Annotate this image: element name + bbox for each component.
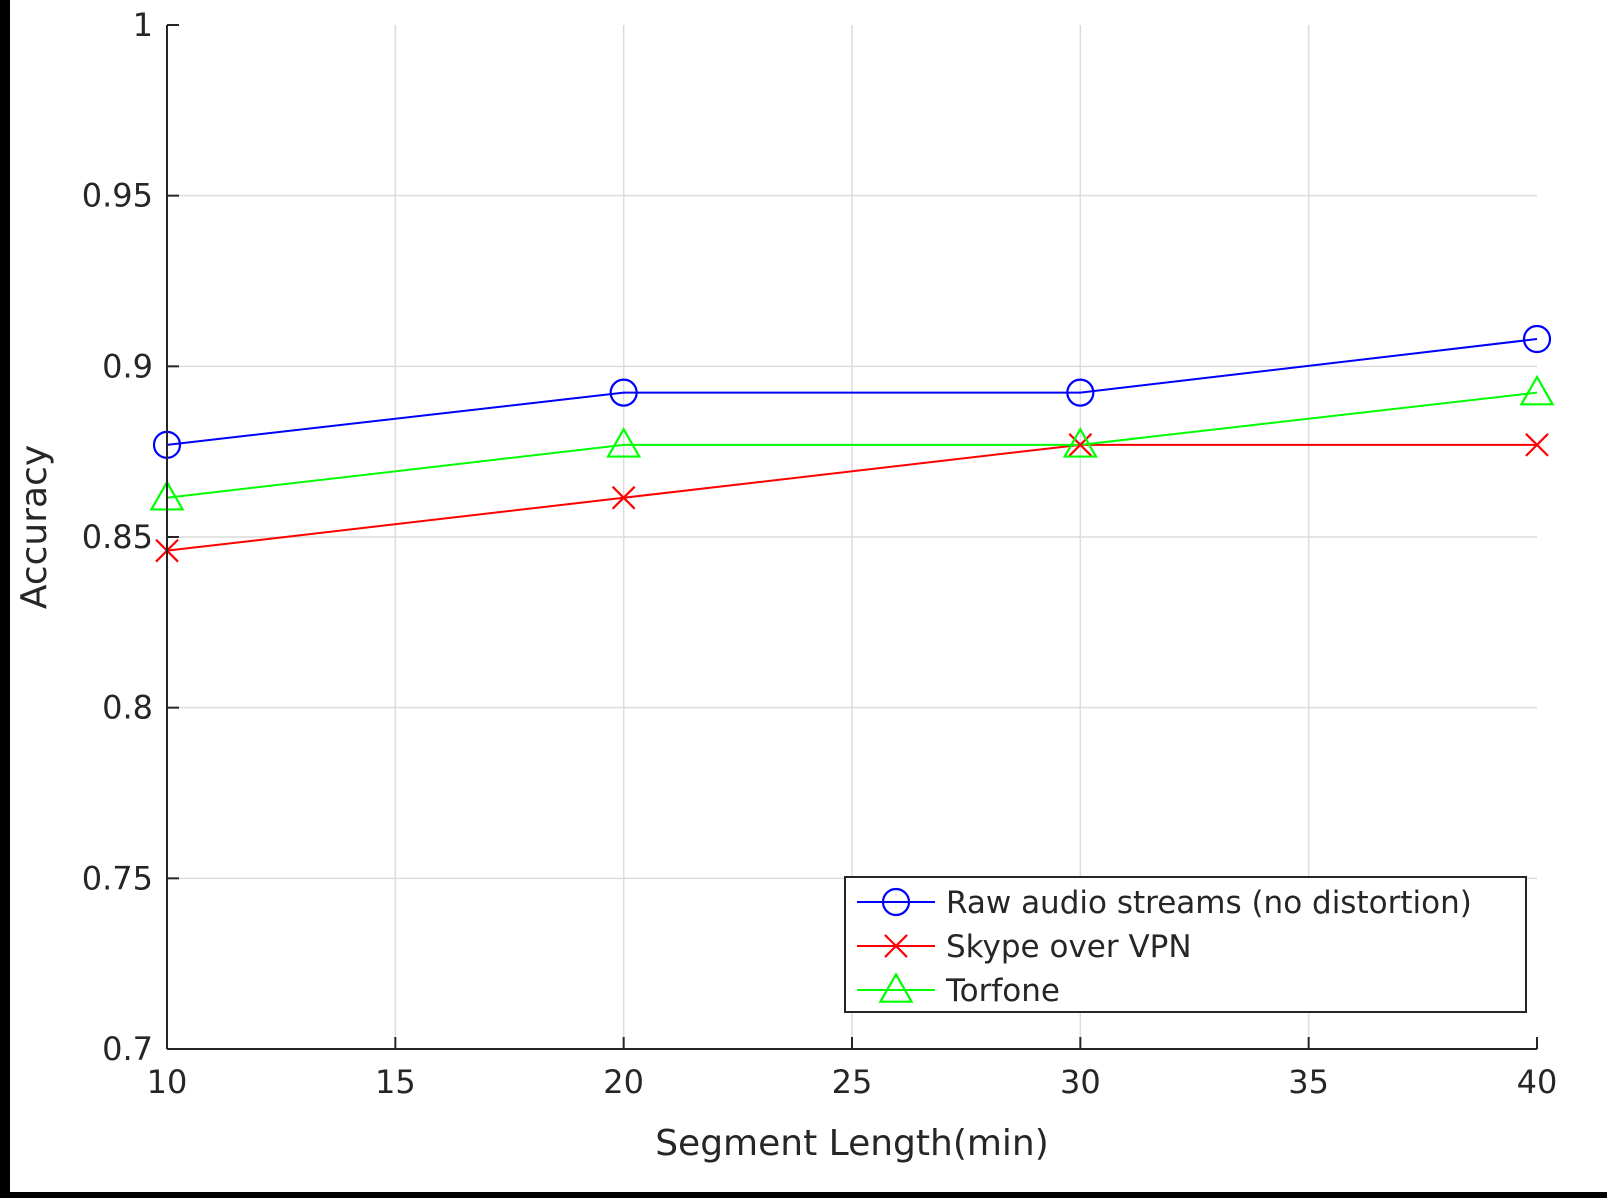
x-tick-label: 15 [375,1063,416,1101]
legend: Raw audio streams (no distortion) Skype o… [844,876,1527,1013]
y-axis-label: Accuracy [14,445,55,609]
data-point-series-2 [611,485,636,510]
x-tick-label: 20 [603,1063,644,1101]
y-tick-label: 0.85 [82,518,153,556]
legend-marker [878,972,914,1003]
x-tick-label: 10 [147,1063,188,1101]
data-point-series-1 [609,378,638,407]
line-chart: 10 15 20 25 30 35 40 0.7 0.75 0.8 0.85 0.9 0.95 1 Seg… [14,6,1558,1164]
x-tick-label: 35 [1288,1063,1329,1101]
figure-background: 10 15 20 25 30 35 40 0.7 0.75 0.8 0.85 0.9 0.95 1 Seg… [10,0,1607,1192]
y-tick-label: 0.75 [82,859,153,897]
axes [166,24,1538,1050]
legend-entry-label: Torfone [945,973,1060,1009]
series-line-2 [166,443,1537,552]
data-point-series-1 [1522,324,1552,354]
legend-entry-label: Raw audio streams (no distortion) [946,885,1472,921]
data-point-series-3 [606,427,642,458]
data-point-series-3 [1062,427,1098,458]
legend-entry-label: Skype over VPN [946,929,1192,965]
x-tick-label: 30 [1060,1063,1101,1101]
x-axis-label: Segment Length(min) [655,1123,1049,1164]
series-line-3 [166,391,1538,499]
data-point-series-1 [1066,378,1095,407]
y-tick-label: 0.7 [102,1030,153,1068]
tick-labels: 10 15 20 25 30 35 40 0.7 0.75 0.8 0.85 0.9 0.95 1 [82,6,1558,1101]
legend-marker [881,887,911,917]
series-lines [166,338,1538,552]
y-tick-label: 0.8 [102,689,153,727]
x-tick-label: 25 [832,1063,873,1101]
data-point-series-2 [1068,433,1093,457]
y-tick-label: 0.9 [102,347,153,385]
y-tick-label: 1 [133,6,153,44]
legend-box [844,876,1527,1013]
legend-marker [884,934,908,958]
series-line-1 [166,338,1538,446]
x-tick-label: 40 [1517,1063,1558,1101]
data-point-series-2 [1525,433,1549,457]
y-tick-label: 0.95 [82,177,153,215]
data-point-series-3 [1519,374,1555,406]
